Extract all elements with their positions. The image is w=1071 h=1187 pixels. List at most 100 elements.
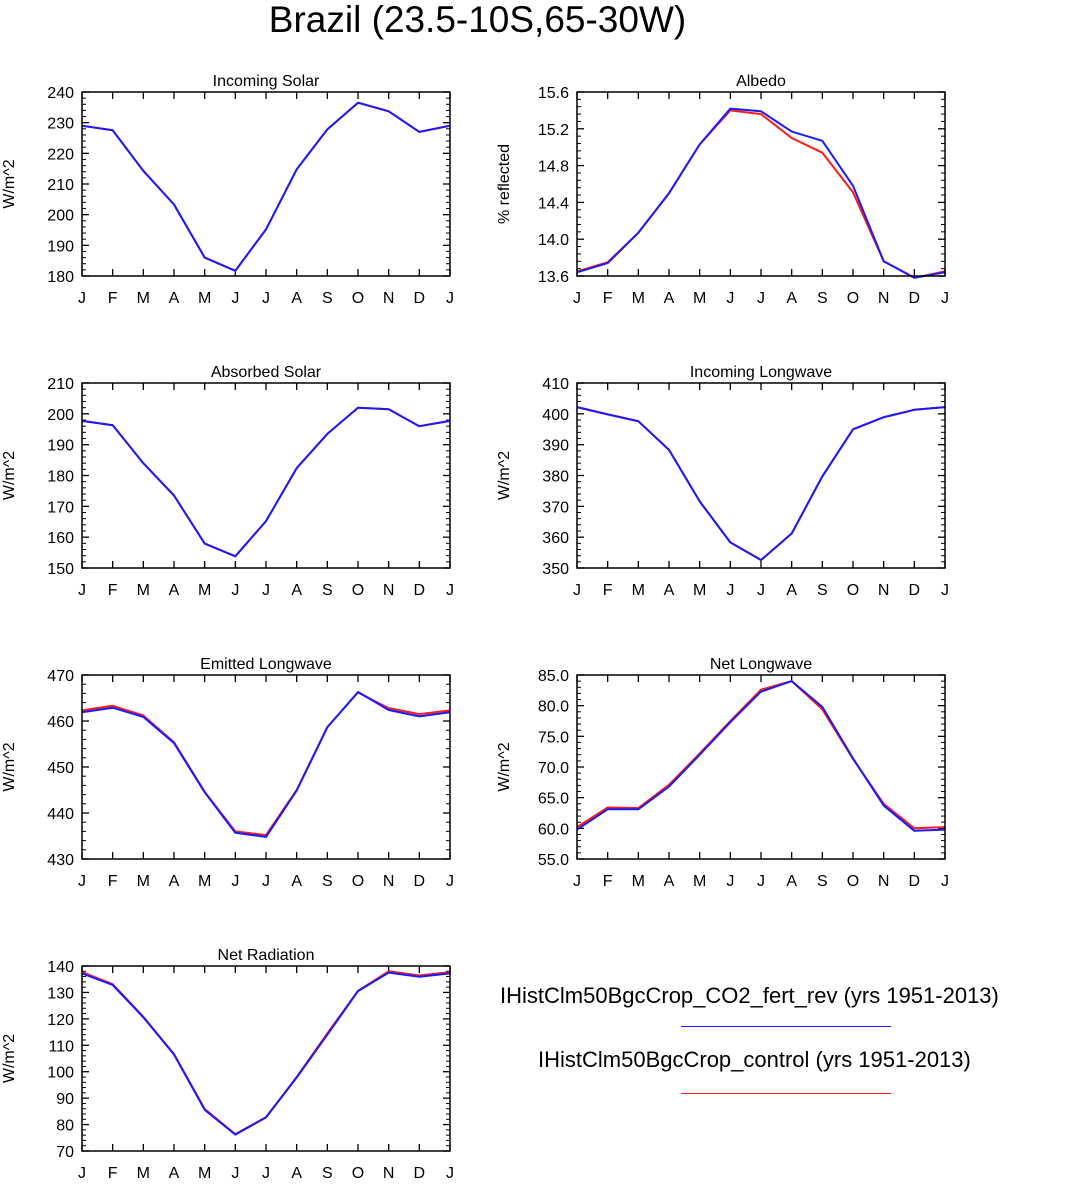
figure-title: Brazil (23.5-10S,65-30W)	[268, 0, 687, 40]
series-line-control-albedo	[576, 109, 946, 279]
y-tick-label-net-radiation: 130	[47, 985, 74, 1002]
x-tick-label-albedo: S	[817, 290, 828, 307]
y-tick-label-albedo: 14.4	[538, 195, 569, 212]
x-tick-label-albedo: O	[847, 290, 859, 307]
y-tick-label-emitted-longwave: 440	[47, 806, 74, 823]
x-tick-label-net-longwave: J	[726, 873, 734, 890]
y-tick-label-net-longwave: 55.0	[538, 852, 569, 869]
plot-frame-incoming-longwave	[576, 382, 946, 569]
series-line-fert-rev-incoming-longwave	[576, 406, 946, 561]
x-tick-label-incoming-solar: M	[198, 290, 211, 307]
x-tick-label-incoming-longwave: O	[847, 582, 859, 599]
x-tick-label-incoming-longwave: N	[878, 582, 890, 599]
series-line-fert-rev-albedo	[576, 107, 946, 279]
x-tick-label-net-longwave: J	[941, 873, 949, 890]
x-tick-label-emitted-longwave: S	[322, 873, 333, 890]
x-tick-label-incoming-solar: J	[262, 290, 270, 307]
x-tick-label-incoming-longwave: S	[817, 582, 828, 599]
y-axis-label-net-radiation: W/m^2	[1, 1034, 18, 1083]
x-tick-label-albedo: J	[941, 290, 949, 307]
x-tick-label-emitted-longwave: A	[291, 873, 302, 890]
series-line-fert-rev-net-radiation	[81, 971, 451, 1136]
y-axis-label-albedo: % reflected	[496, 144, 513, 224]
y-tick-label-net-radiation: 100	[47, 1065, 74, 1082]
x-tick-label-incoming-solar: O	[352, 290, 364, 307]
panel-absorbed-solar: Absorbed Solar W/m^2 150 160 170 180 190 200 210…	[1, 364, 454, 599]
x-tick-label-emitted-longwave: N	[383, 873, 395, 890]
y-tick-label-absorbed-solar: 170	[47, 499, 74, 516]
y-tick-label-albedo: 15.6	[538, 85, 569, 102]
y-tick-label-absorbed-solar: 210	[47, 376, 74, 393]
x-tick-label-net-longwave: D	[909, 873, 921, 890]
x-tick-label-albedo: D	[909, 290, 921, 307]
x-tick-label-incoming-longwave: F	[603, 582, 613, 599]
x-tick-label-incoming-longwave: D	[909, 582, 921, 599]
y-axis-label-incoming-longwave: W/m^2	[496, 451, 513, 500]
plot-frame-emitted-longwave	[81, 674, 451, 860]
panel-emitted-longwave: Emitted Longwave W/m^2 430 440 450 460 470 J F M A…	[1, 656, 454, 890]
y-tick-label-absorbed-solar: 160	[47, 530, 74, 547]
x-tick-label-albedo: F	[603, 290, 613, 307]
x-tick-label-absorbed-solar: M	[137, 582, 150, 599]
series-line-control-absorbed-solar	[81, 406, 451, 558]
plot-frame-absorbed-solar	[81, 382, 451, 569]
x-tick-label-incoming-solar: A	[169, 290, 180, 307]
panel-net-radiation: Net Radiation W/m^2 70 80 90 100 110 120 130 140 J…	[1, 947, 454, 1182]
panel-title-incoming-longwave: Incoming Longwave	[690, 364, 832, 381]
y-tick-label-emitted-longwave: 460	[47, 714, 74, 731]
x-tick-label-absorbed-solar: J	[231, 582, 239, 599]
y-axis-label-incoming-solar: W/m^2	[1, 159, 18, 208]
plot-frame-albedo	[576, 91, 946, 277]
x-tick-label-incoming-solar: F	[108, 290, 118, 307]
y-tick-label-net-radiation: 120	[47, 1012, 74, 1029]
y-tick-label-incoming-longwave: 360	[542, 530, 569, 547]
y-tick-label-emitted-longwave: 470	[47, 668, 74, 685]
x-tick-label-absorbed-solar: J	[446, 582, 454, 599]
x-tick-label-absorbed-solar: A	[291, 582, 302, 599]
y-tick-label-emitted-longwave: 450	[47, 760, 74, 777]
x-tick-label-net-radiation: A	[169, 1165, 180, 1182]
x-tick-label-net-radiation: A	[291, 1165, 302, 1182]
series-line-control-incoming-solar	[81, 101, 451, 272]
x-tick-label-albedo: M	[693, 290, 706, 307]
series-line-control-emitted-longwave	[81, 691, 451, 837]
x-tick-label-net-longwave: O	[847, 873, 859, 890]
series-line-control-net-radiation	[81, 970, 451, 1136]
y-tick-label-incoming-solar: 230	[47, 116, 74, 133]
y-axis-label-net-longwave: W/m^2	[496, 742, 513, 791]
y-tick-label-absorbed-solar: 150	[47, 561, 74, 578]
x-tick-label-emitted-longwave: D	[414, 873, 426, 890]
y-tick-label-net-radiation: 70	[56, 1144, 74, 1161]
y-tick-label-emitted-longwave: 430	[47, 852, 74, 869]
y-tick-label-absorbed-solar: 190	[47, 438, 74, 455]
x-tick-label-emitted-longwave: M	[137, 873, 150, 890]
x-tick-label-net-radiation: M	[137, 1165, 150, 1182]
x-tick-label-net-longwave: A	[786, 873, 797, 890]
y-tick-label-absorbed-solar: 200	[47, 407, 74, 424]
legend-label-fert-rev: IHistClm50BgcCrop_CO2_fert_rev (yrs 1951…	[500, 983, 999, 1008]
y-tick-label-net-longwave: 70.0	[538, 760, 569, 777]
x-tick-label-net-radiation: J	[446, 1165, 454, 1182]
x-tick-label-absorbed-solar: M	[198, 582, 211, 599]
x-tick-label-incoming-longwave: M	[693, 582, 706, 599]
y-tick-label-incoming-solar: 210	[47, 177, 74, 194]
y-tick-label-net-longwave: 60.0	[538, 821, 569, 838]
panel-title-incoming-solar: Incoming Solar	[213, 73, 320, 90]
legend-swatch-fert-rev	[681, 1026, 891, 1027]
plot-frame-incoming-solar	[81, 91, 451, 277]
y-tick-label-incoming-longwave: 390	[542, 438, 569, 455]
x-tick-label-albedo: A	[664, 290, 675, 307]
x-tick-label-absorbed-solar: O	[352, 582, 364, 599]
y-tick-label-net-radiation: 90	[56, 1091, 74, 1108]
y-tick-label-net-radiation: 140	[47, 959, 74, 976]
y-tick-label-incoming-solar: 240	[47, 85, 74, 102]
x-tick-label-albedo: A	[786, 290, 797, 307]
y-tick-label-absorbed-solar: 180	[47, 469, 74, 486]
x-tick-label-emitted-longwave: J	[446, 873, 454, 890]
x-tick-label-net-longwave: J	[757, 873, 765, 890]
x-tick-label-absorbed-solar: D	[414, 582, 426, 599]
x-tick-label-net-longwave: J	[573, 873, 581, 890]
x-tick-label-albedo: J	[726, 290, 734, 307]
y-tick-label-net-longwave: 65.0	[538, 791, 569, 808]
